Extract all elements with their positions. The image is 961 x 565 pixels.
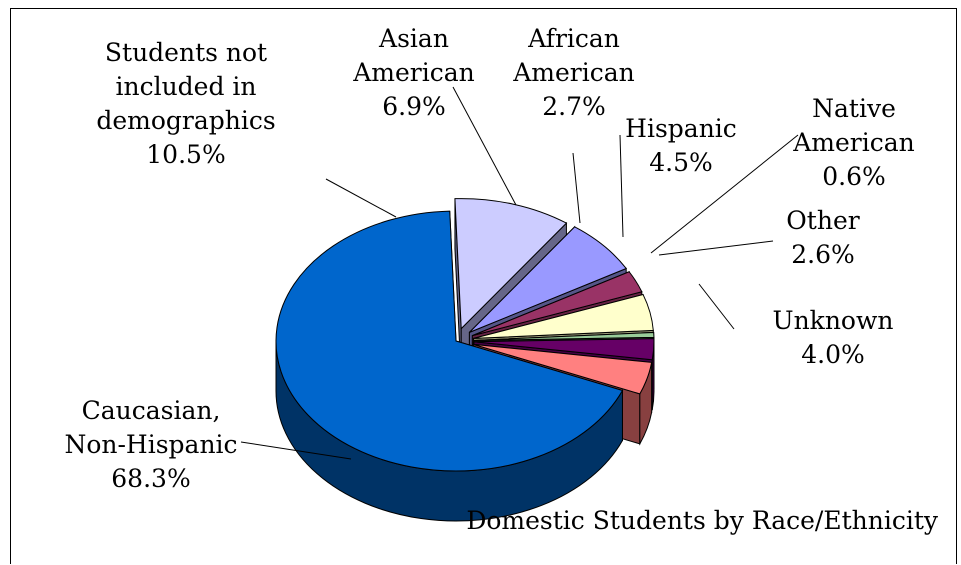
slice-label-6: Other 2.6%: [786, 206, 859, 269]
leader-line-2: [452, 86, 517, 206]
slice-label-line: Asian: [378, 24, 449, 53]
slice-value-text: 6.9%: [382, 92, 446, 121]
slice-value-text: 10.5%: [146, 140, 225, 169]
slice-label-4: Hispanic 4.5%: [625, 114, 737, 177]
slice-label-line: Unknown: [773, 306, 894, 335]
slice-label-line: American: [512, 58, 635, 87]
leaders-layer: [240, 86, 799, 460]
slice-label-line: Other: [786, 206, 859, 235]
slice-label-1: Students not included in demographics 10.5%: [96, 38, 275, 169]
slice-value-text: 0.6%: [822, 162, 886, 191]
pie-slice-4: [473, 293, 654, 339]
slice-label-7: Unknown 4.0%: [773, 306, 894, 369]
pie-chart: Students not included in demographics 10.5%…: [64, 24, 939, 535]
labels-layer: Students not included in demographics 10.5%…: [64, 24, 914, 493]
slice-label-line: Hispanic: [625, 114, 737, 143]
chart-title: Domestic Students by Race/Ethnicity: [466, 506, 939, 535]
leader-line-3: [572, 152, 581, 224]
slice-label-line: American: [792, 128, 915, 157]
pie-slice-3: [472, 271, 643, 337]
slice-label-line: American: [352, 58, 475, 87]
slice-label-3: African American 2.7%: [512, 24, 635, 121]
slice-value-text: 4.5%: [649, 148, 713, 177]
pie-slice-6: [473, 338, 655, 361]
slice-label-line: African: [527, 24, 620, 53]
chart-frame: Students not included in demographics 10.5%…: [10, 8, 957, 564]
slice-value-text: 4.0%: [801, 340, 865, 369]
pie-slice-5: [473, 331, 655, 341]
slices-layer: [275, 198, 655, 522]
slice-label-line: demographics: [96, 106, 275, 135]
slice-label-line: Native: [812, 94, 896, 123]
leader-line-5: [650, 134, 799, 254]
slice-value-text: 2.7%: [542, 92, 606, 121]
slice-label-2: Asian American 6.9%: [352, 24, 475, 121]
leader-line-6: [658, 240, 774, 256]
slice-label-8: Caucasian, Non-Hispanic 68.3%: [64, 396, 237, 493]
slice-label-line: included in: [115, 72, 256, 101]
leader-line-8: [240, 441, 352, 460]
slice-value-text: 2.6%: [791, 240, 855, 269]
slice-label-line: Caucasian,: [82, 396, 221, 425]
pie-slice-1: [454, 198, 568, 330]
leader-line-1: [325, 178, 397, 218]
leader-line-4: [619, 134, 624, 238]
pie-slice-2: [469, 226, 627, 333]
slice-label-line: Students not: [105, 38, 267, 67]
pie-slice-7: [473, 343, 653, 395]
slice-label-5: Native American 0.6%: [792, 94, 915, 191]
pie-slice-8: [275, 210, 624, 472]
slice-label-line: Non-Hispanic: [64, 430, 237, 459]
leader-line-7: [698, 283, 735, 330]
slice-value-text: 68.3%: [111, 464, 190, 493]
